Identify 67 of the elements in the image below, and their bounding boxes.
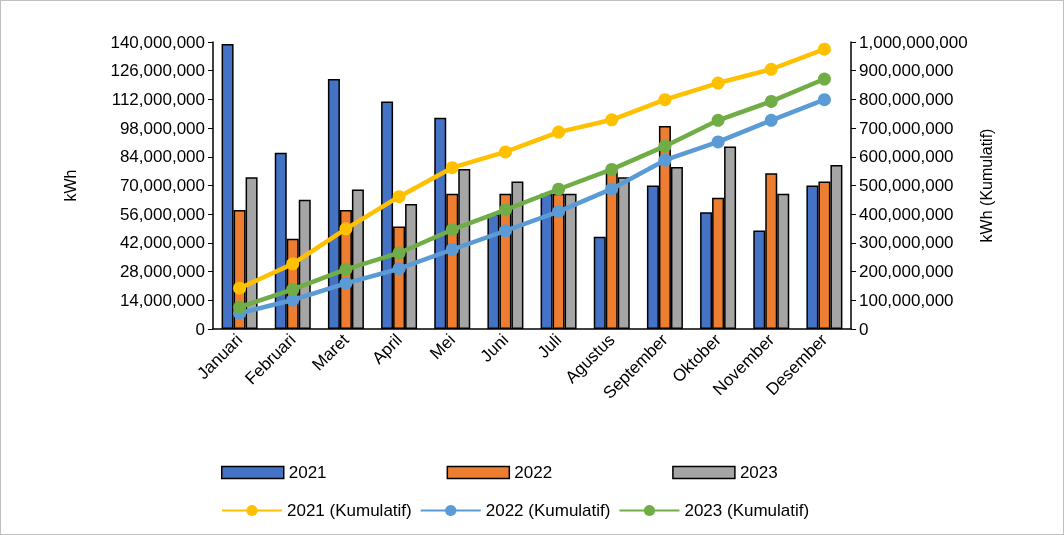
y-tick-label: 42,000,000 — [119, 233, 205, 253]
point — [339, 222, 353, 236]
y-tick-label: 28,000,000 — [119, 262, 205, 282]
y-tick-label: 56,000,000 — [119, 204, 205, 224]
y2-tick-label: 500,000,000 — [859, 176, 954, 195]
point — [817, 93, 831, 107]
point — [445, 161, 459, 175]
y-tick-label: 98,000,000 — [119, 118, 205, 138]
point — [392, 246, 406, 260]
legend-label: 2023 — [739, 463, 778, 482]
y2-axis-title: kWh (Kumulatif) — [978, 128, 996, 243]
point — [233, 281, 247, 295]
point — [658, 153, 672, 167]
x-tick-label: Juli — [533, 330, 566, 362]
y2-tick-label: 900,000,000 — [859, 61, 954, 81]
point — [339, 276, 353, 290]
point — [711, 113, 725, 127]
point — [658, 139, 672, 153]
y-tick-label: 84,000,000 — [119, 147, 205, 167]
point — [711, 76, 725, 90]
point — [392, 190, 406, 204]
point — [605, 162, 619, 176]
point — [445, 243, 459, 256]
point — [392, 262, 406, 276]
point — [339, 262, 353, 276]
point — [817, 72, 831, 86]
point — [552, 182, 566, 196]
point — [552, 205, 566, 219]
legend-label: 2023 (Kumulatif) — [684, 501, 810, 520]
point — [233, 300, 247, 314]
y-tick-label: 14,000,000 — [119, 290, 205, 310]
point — [498, 145, 512, 159]
x-tick-label: Mei — [426, 330, 459, 364]
legend-label: 2022 — [514, 463, 553, 482]
y2-tick-label: 300,000,000 — [859, 233, 954, 253]
y2-tick-label: 400,000,000 — [859, 204, 954, 224]
point — [498, 203, 512, 217]
y2-tick-label: 700,000,000 — [859, 118, 954, 138]
point — [286, 282, 300, 296]
point — [817, 42, 831, 56]
point — [764, 113, 778, 127]
y2-tick-label: 100,000,000 — [859, 290, 954, 310]
y-tick-label: 0 — [195, 319, 205, 339]
y2-tick-label: 0 — [859, 319, 869, 339]
y-axis-title: kWh — [61, 169, 79, 202]
y-tick-label: 140,000,000 — [110, 32, 205, 52]
point — [711, 135, 725, 149]
point — [764, 94, 778, 108]
point — [498, 224, 512, 238]
y-tick-label: 126,000,000 — [110, 61, 205, 81]
y2-tick-label: 1,000,000,000 — [859, 32, 968, 52]
point — [286, 293, 300, 307]
y2-tick-label: 200,000,000 — [859, 262, 954, 282]
y2-tick-label: 800,000,000 — [859, 89, 954, 109]
point — [552, 125, 566, 139]
legend-label: 2022 (Kumulatif) — [485, 501, 611, 520]
point — [605, 182, 619, 196]
point — [658, 93, 672, 107]
point — [605, 113, 619, 127]
y-tick-label: 70,000,000 — [119, 176, 205, 195]
y2-tick-label: 600,000,000 — [859, 147, 954, 167]
point — [764, 62, 778, 76]
legend-label: 2021 (Kumulatif) — [287, 501, 412, 520]
point — [286, 257, 300, 271]
y-tick-label: 112,000,000 — [111, 89, 205, 109]
point — [445, 223, 459, 237]
legend-label: 2021 — [288, 463, 327, 482]
